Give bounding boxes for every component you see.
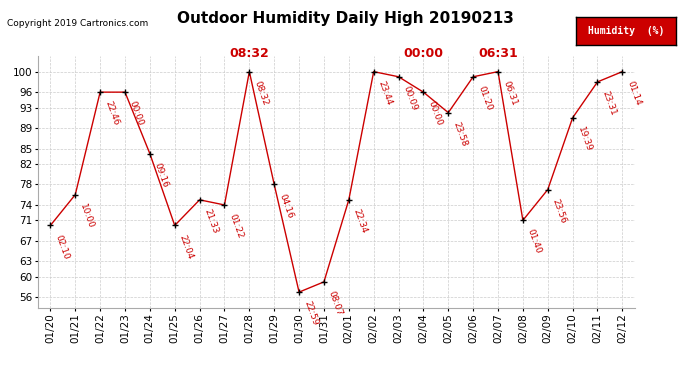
Text: Outdoor Humidity Daily High 20190213: Outdoor Humidity Daily High 20190213 xyxy=(177,11,513,26)
Text: 02:10: 02:10 xyxy=(53,233,70,260)
Text: 00:00: 00:00 xyxy=(404,47,444,60)
Text: 01:22: 01:22 xyxy=(228,213,245,240)
Text: Humidity  (%): Humidity (%) xyxy=(588,26,664,36)
Text: 00:09: 00:09 xyxy=(402,84,419,112)
Text: 01:40: 01:40 xyxy=(526,228,543,255)
Text: 00:00: 00:00 xyxy=(128,100,146,127)
Text: 22:59: 22:59 xyxy=(302,300,319,327)
Text: 21:33: 21:33 xyxy=(203,207,220,235)
Text: 23:56: 23:56 xyxy=(551,197,568,225)
Text: 06:31: 06:31 xyxy=(478,47,518,60)
Text: 06:31: 06:31 xyxy=(501,80,518,107)
Text: 04:16: 04:16 xyxy=(277,192,295,219)
Text: 23:58: 23:58 xyxy=(451,120,469,148)
Text: 10:00: 10:00 xyxy=(78,202,95,230)
Text: 08:32: 08:32 xyxy=(230,47,269,60)
Text: 01:20: 01:20 xyxy=(476,84,493,112)
Text: 08:07: 08:07 xyxy=(327,290,344,317)
Text: Copyright 2019 Cartronics.com: Copyright 2019 Cartronics.com xyxy=(7,19,148,28)
Text: 23:44: 23:44 xyxy=(377,80,394,106)
Text: 01:14: 01:14 xyxy=(625,80,642,106)
Text: 19:39: 19:39 xyxy=(575,126,593,153)
Text: 09:16: 09:16 xyxy=(153,161,170,189)
Text: 00:00: 00:00 xyxy=(426,100,444,127)
Text: 23:31: 23:31 xyxy=(600,90,618,117)
Text: 08:32: 08:32 xyxy=(253,80,270,106)
Text: 22:46: 22:46 xyxy=(103,100,120,127)
Text: 22:04: 22:04 xyxy=(178,233,195,260)
Text: 22:34: 22:34 xyxy=(352,207,369,234)
